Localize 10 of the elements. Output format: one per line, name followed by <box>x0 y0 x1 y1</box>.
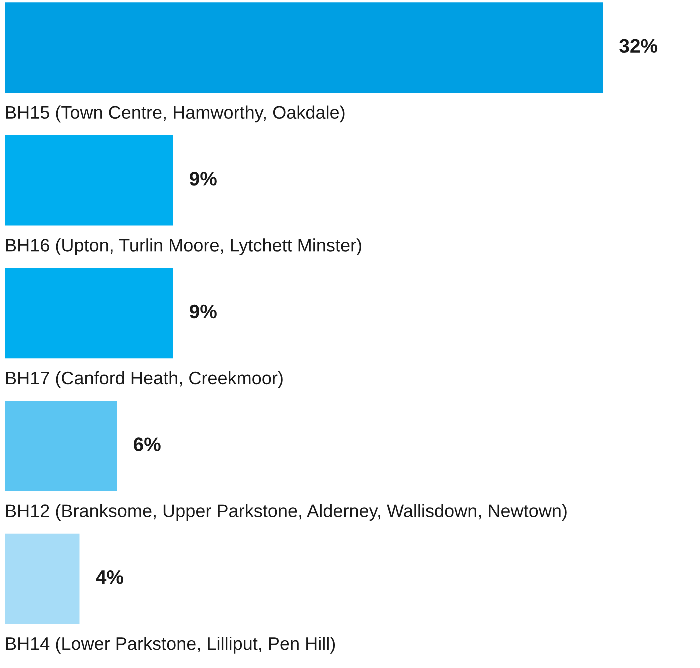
data-label: 32% <box>620 39 658 54</box>
y-tick-label: BH15 (Town Centre, Hamworthy, Oakdale) <box>6 106 345 123</box>
y-tick-label: BH16 (Upton, Turlin Moore, Lytchett Minster) <box>6 238 362 256</box>
y-tick-label: BH17 (Canford Heath, Creekmoor) <box>6 371 283 388</box>
data-label: 9% <box>190 304 217 319</box>
y-tick-label: BH14 (Lower Parkstone, Lilliput, Pen Hill) <box>6 637 336 654</box>
data-label: 9% <box>190 172 217 186</box>
y-tick-label: BH12 (Branksome, Upper Parkstone, Alderney, Wallisdown, Newtown) <box>6 504 567 522</box>
data-label: 4% <box>96 570 124 584</box>
data-label: 6% <box>134 438 161 452</box>
